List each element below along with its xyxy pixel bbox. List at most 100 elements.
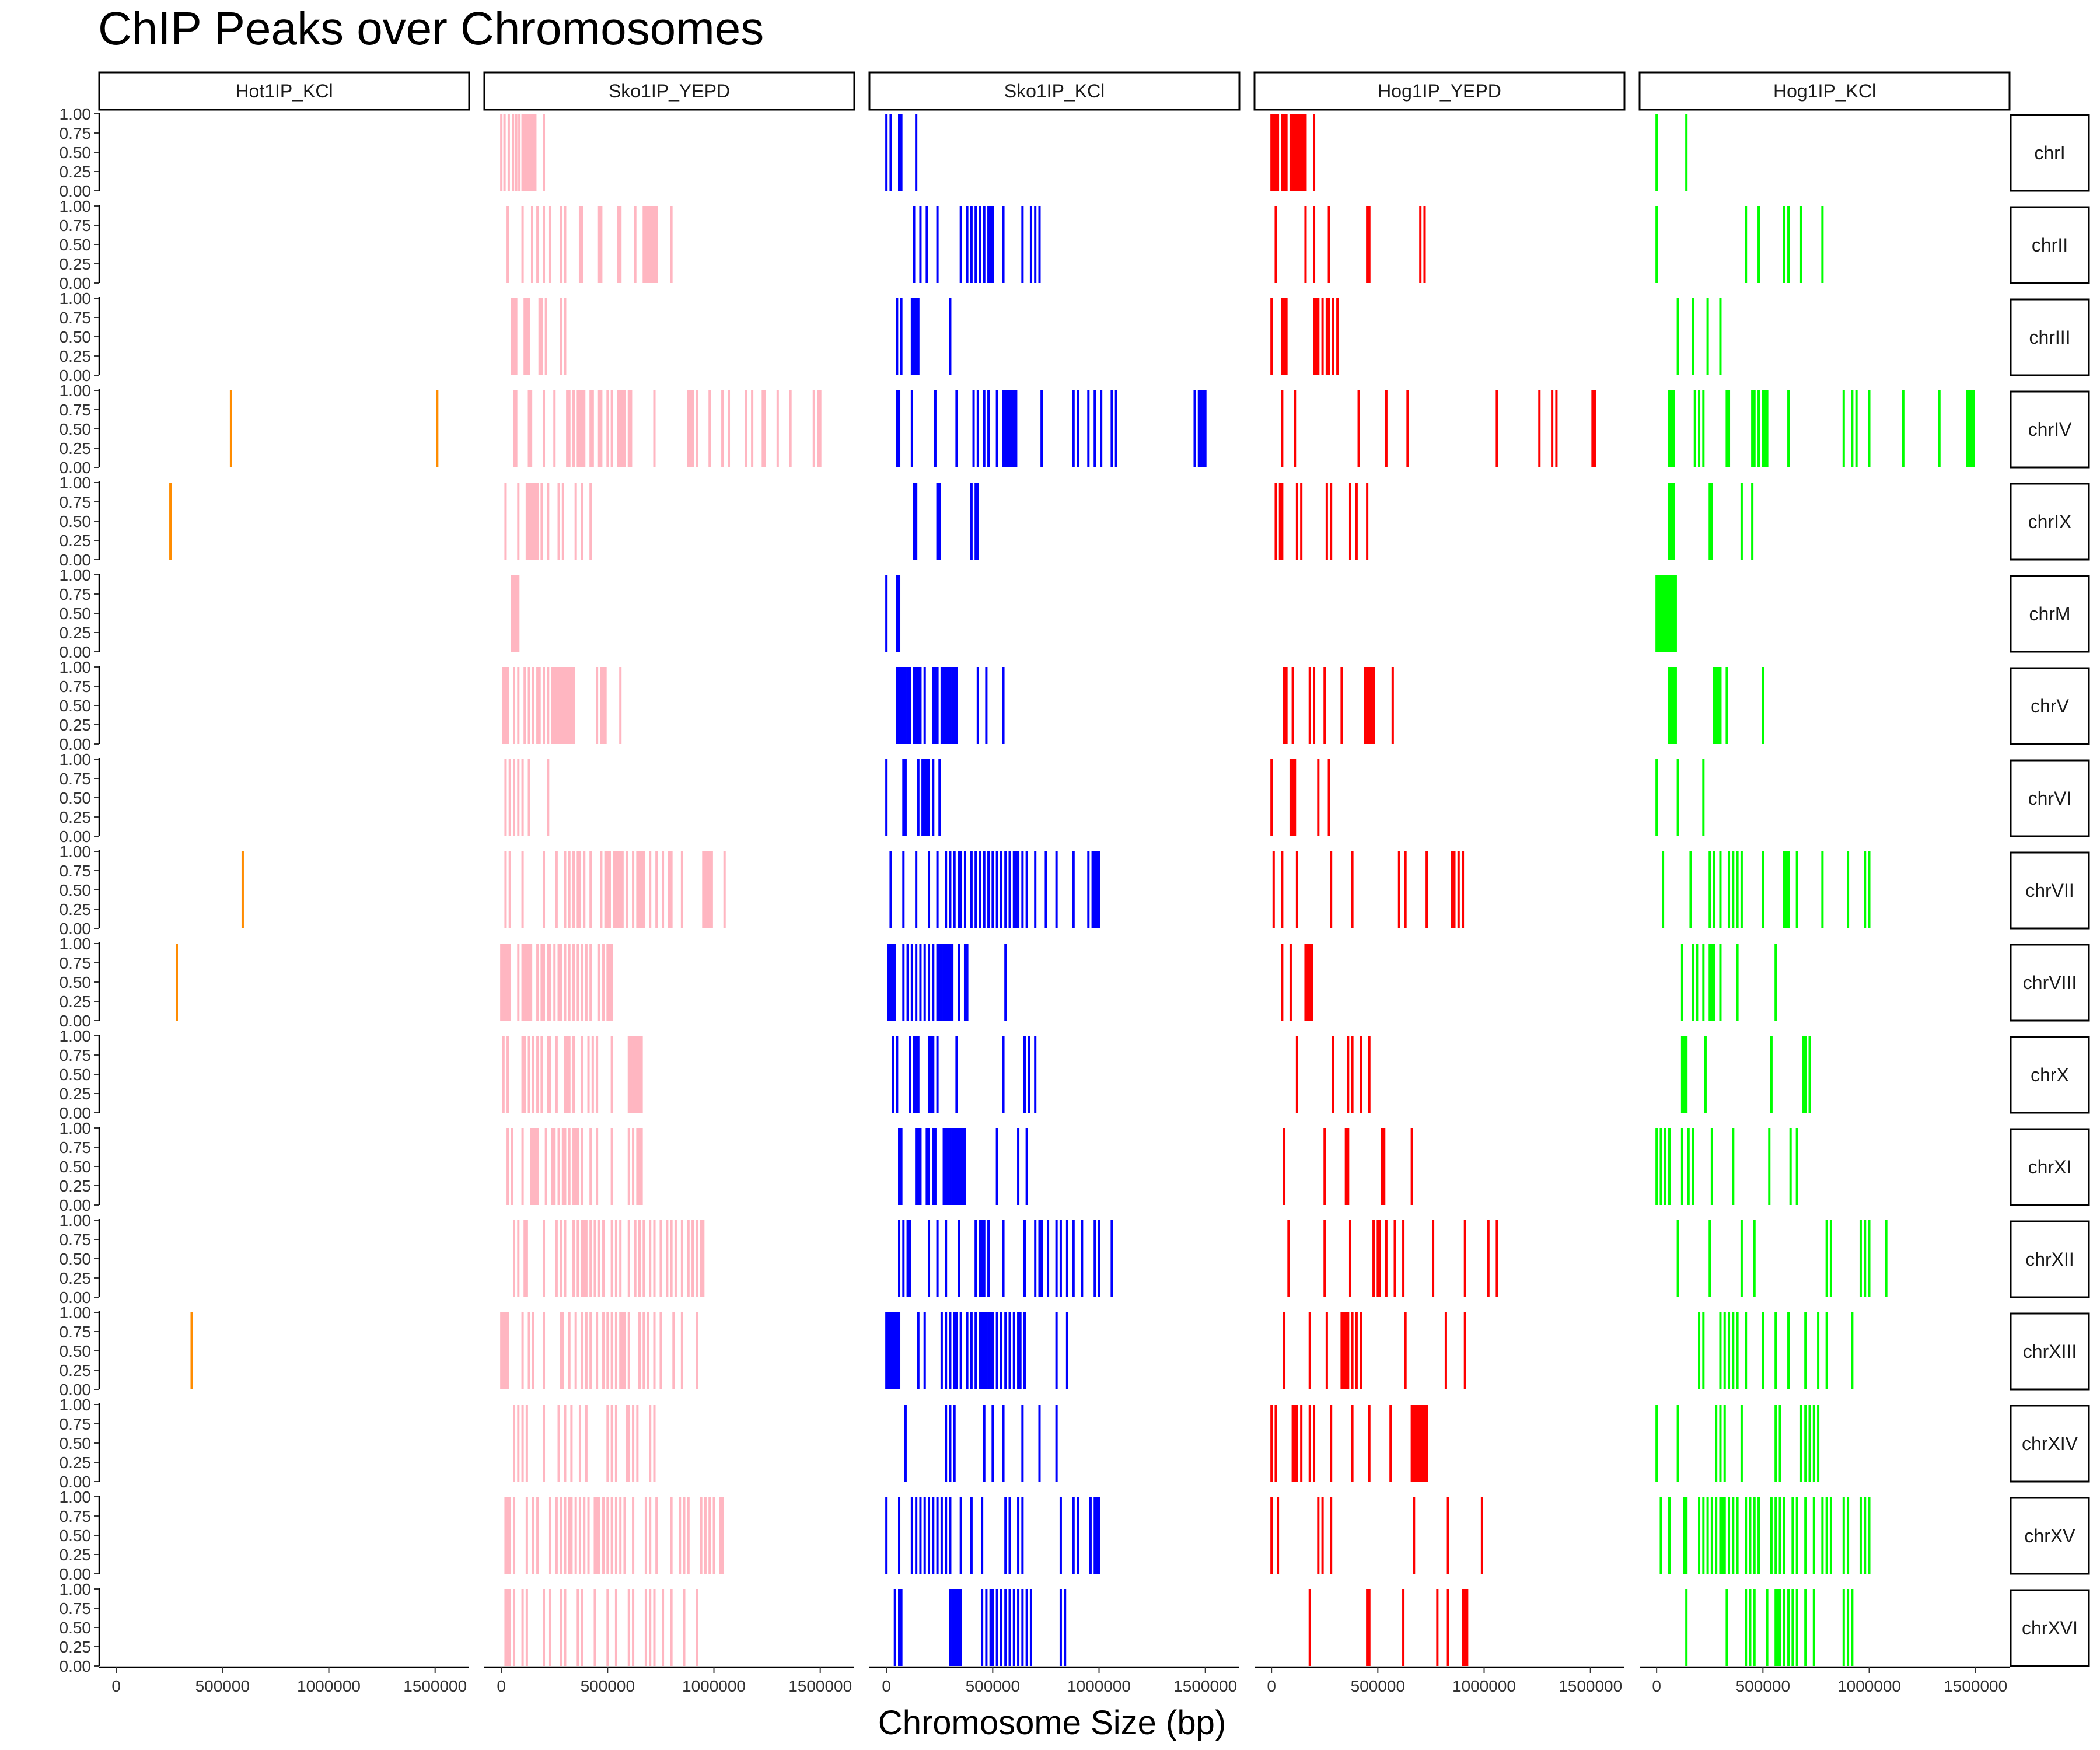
strip-box: [1638, 71, 2011, 111]
strip-label: chrX: [2031, 1064, 2069, 1085]
y-tick-label: 0.75: [60, 1138, 92, 1157]
y-tick-label: 0.25: [60, 716, 92, 734]
peaks-hog1ip-kcl-chriii: [1676, 298, 1722, 375]
peaks-hog1ip-kcl-chrviii: [1680, 944, 1777, 1021]
y-tick-label: 0.00: [60, 735, 92, 753]
peaks-hog1ip-yepd-chriv: [1281, 390, 1596, 467]
peaks-hog1ip-yepd-chri: [1270, 114, 1316, 191]
strip-label: Hot1IP_KCl: [235, 81, 333, 102]
peaks-sko1ip-yepd-chrx: [502, 1036, 643, 1113]
x-tick-label: 1500000: [403, 1677, 467, 1695]
y-tick-label: 0.25: [60, 624, 92, 642]
y-tick-label: 0.25: [60, 163, 92, 181]
strip-chrxiii: chrXIII: [2010, 1312, 2090, 1391]
x-tick-label: 1000000: [1452, 1677, 1516, 1695]
x-tick-label: 0: [1652, 1677, 1661, 1695]
peaks-hog1ip-kcl-chriv: [1668, 390, 1975, 467]
strip-box: [2010, 390, 2090, 469]
peaks-sko1ip-kcl-chrvii: [889, 851, 1100, 928]
y-axis-chrx: 0.000.250.50 0.751.00: [60, 1027, 100, 1122]
y-tick-label: 1.00: [60, 750, 92, 769]
strip-chriv: chrIV: [2010, 390, 2090, 469]
peaks-hot1ip-kcl-chriv: [229, 390, 439, 467]
strip-label: chrXI: [2028, 1157, 2072, 1178]
peaks-sko1ip-yepd-chrxiii: [500, 1312, 698, 1389]
chart-title: ChIP Peaks over Chromosomes: [98, 2, 764, 54]
y-tick-label: 0.00: [60, 920, 92, 938]
x-axis-hog1ip-yepd: 0 500000 1000000 1500000: [1255, 1666, 1624, 1695]
strip-box: [2010, 483, 2090, 561]
peaks-hog1ip-yepd-chrx: [1295, 1036, 1371, 1113]
y-tick-label: 0.00: [60, 643, 92, 661]
y-tick-label: 0.75: [60, 862, 92, 880]
y-tick-label: 0.00: [60, 1196, 92, 1214]
strip-box: [2010, 114, 2090, 192]
strip-label: chrXIII: [2023, 1341, 2077, 1362]
peaks-hog1ip-kcl-chrx: [1680, 1036, 1811, 1113]
peaks-sko1ip-kcl-chrviii: [887, 944, 1007, 1021]
x-tick-label: 1500000: [1559, 1677, 1622, 1695]
peaks-hog1ip-yepd-chrxiii: [1283, 1312, 1466, 1389]
y-axis-chrxiii: 0.00 0.250.500.751.00: [60, 1304, 100, 1399]
y-tick-label: 0.50: [60, 144, 92, 162]
y-tick-label: 0.50: [60, 512, 92, 530]
peaks-hog1ip-kcl-chrvi: [1655, 759, 1705, 836]
y-tick-label: 0.25: [60, 1361, 92, 1379]
strip-chrm: chrM: [2010, 575, 2090, 653]
strip-chrxii: chrXII: [2010, 1220, 2090, 1298]
peaks-sko1ip-yepd-chrvii: [504, 851, 726, 928]
y-tick-label: 0.75: [60, 216, 92, 235]
x-tick-label: 0: [497, 1677, 506, 1695]
x-axis-hot1ip-kcl: 0 500000 1000000 1500000: [99, 1666, 469, 1695]
x-tick-label: 500000: [966, 1677, 1020, 1695]
y-tick-label: 0.75: [60, 677, 92, 696]
y-tick-label: 1.00: [60, 1304, 92, 1322]
y-tick-label: 0.25: [60, 1085, 92, 1103]
strip-box: [2010, 851, 2090, 930]
y-tick-label: 0.75: [60, 401, 92, 419]
y-axis-chrviii: 0.000.25 0.500.751.00: [60, 935, 100, 1030]
x-tick-label: 0: [111, 1677, 121, 1695]
y-tick-label: 0.75: [60, 124, 92, 142]
strip-label: chrII: [2032, 235, 2068, 256]
y-tick-label: 0.25: [60, 255, 92, 273]
y-tick-label: 0.25: [60, 1177, 92, 1195]
strip-chrxiv: chrXIV: [2010, 1405, 2090, 1483]
y-axis-chrm: 0.000.250.50 0.751.00: [60, 566, 100, 661]
strip-label: Hog1IP_KCl: [1773, 81, 1876, 102]
y-tick-label: 0.00: [60, 1473, 92, 1491]
peaks-hog1ip-yepd-chrxii: [1287, 1220, 1498, 1297]
y-tick-label: 0.75: [60, 770, 92, 788]
x-tick-label: 500000: [195, 1677, 250, 1695]
y-tick-label: 0.50: [60, 1434, 92, 1452]
y-tick-label: 1.00: [60, 1488, 92, 1506]
strip-sko1ip-yepd: Sko1IP_YEPD: [483, 71, 855, 111]
y-tick-label: 0.75: [60, 493, 92, 511]
strip-chrxvi: chrXVI: [2010, 1589, 2090, 1667]
y-tick-label: 0.00: [60, 1657, 92, 1675]
y-tick-label: 0.50: [60, 420, 92, 438]
x-tick-label: 1500000: [1944, 1677, 2007, 1695]
y-tick-label: 0.50: [60, 328, 92, 346]
y-tick-label: 0.00: [60, 1565, 92, 1583]
peaks-hog1ip-kcl-chrxi: [1655, 1128, 1798, 1205]
y-tick-label: 1.00: [60, 843, 92, 861]
x-axis-title: Chromosome Size (bp): [878, 1704, 1226, 1742]
y-tick-label: 0.25: [60, 532, 92, 550]
strip-box: [2010, 667, 2090, 745]
peaks-hog1ip-yepd-chrix: [1274, 483, 1369, 560]
y-tick-label: 0.50: [60, 697, 92, 715]
x-axis-sko1ip-yepd: 0 500000 1000000 1500000: [484, 1666, 854, 1695]
y-tick-label: 0.75: [60, 1415, 92, 1433]
y-tick-label: 1.00: [60, 566, 92, 584]
peaks-sko1ip-kcl-chriv: [896, 390, 1207, 467]
strip-box: [1253, 71, 1626, 111]
peaks-sko1ip-kcl-chrxiv: [904, 1405, 1058, 1482]
strip-chrviii: chrVIII: [2010, 944, 2090, 1022]
peaks-sko1ip-kcl-chrix: [913, 483, 979, 560]
y-tick-label: 0.00: [60, 1381, 92, 1399]
peaks-sko1ip-kcl-chrxi: [898, 1128, 1028, 1205]
peaks-hog1ip-kcl-chrii: [1655, 206, 1824, 283]
y-axis-chriv: 0.00 0.250.500.751.00: [60, 382, 100, 477]
